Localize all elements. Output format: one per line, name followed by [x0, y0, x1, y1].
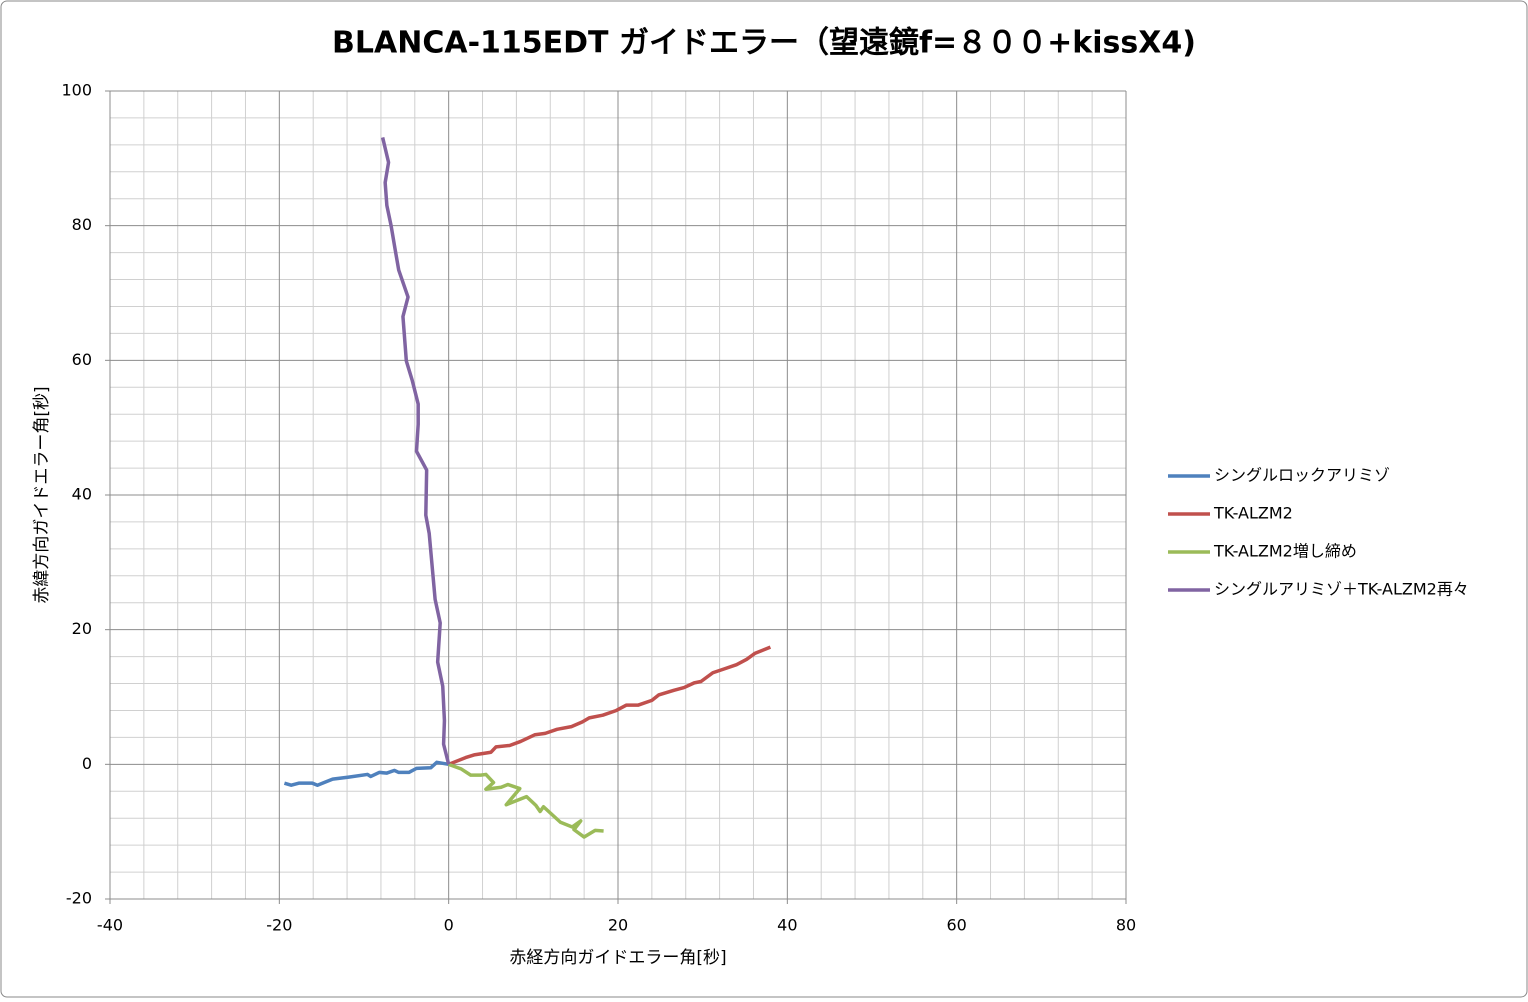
- legend-label: TK-ALZM2: [1213, 504, 1293, 523]
- x-tick-label: 0: [444, 916, 454, 935]
- x-tick-label: -20: [266, 916, 292, 935]
- y-axis-title: 赤緯方向ガイドエラー角[秒]: [32, 386, 52, 603]
- x-tick-label: 20: [608, 916, 628, 935]
- y-tick-label: 0: [82, 754, 92, 773]
- y-tick-label: 100: [61, 81, 92, 100]
- y-tick-label: 80: [72, 215, 92, 234]
- legend-label: TK-ALZM2増し締め: [1213, 542, 1357, 561]
- series-line: [448, 762, 604, 839]
- x-tick-label: -40: [97, 916, 123, 935]
- y-tick-label: 60: [72, 350, 92, 369]
- x-tick-label: 60: [946, 916, 966, 935]
- y-tick-label: 20: [72, 619, 92, 638]
- x-tick-label: 40: [777, 916, 797, 935]
- y-tick-label: 40: [72, 485, 92, 504]
- series-line: [380, 137, 451, 765]
- series-line: [448, 645, 772, 766]
- y-tick-label: -20: [66, 889, 92, 908]
- legend-label: シングルロックアリミゾ: [1214, 466, 1390, 485]
- chart-title: BLANCA-115EDT ガイドエラー（望遠鏡f=８００+kissX4): [332, 26, 1196, 61]
- x-tick-label: 80: [1116, 916, 1136, 935]
- series-line: [283, 760, 449, 787]
- x-axis-title: 赤経方向ガイドエラー角[秒]: [509, 948, 726, 968]
- legend-label: シングルアリミゾ＋TK-ALZM2再々: [1214, 580, 1469, 599]
